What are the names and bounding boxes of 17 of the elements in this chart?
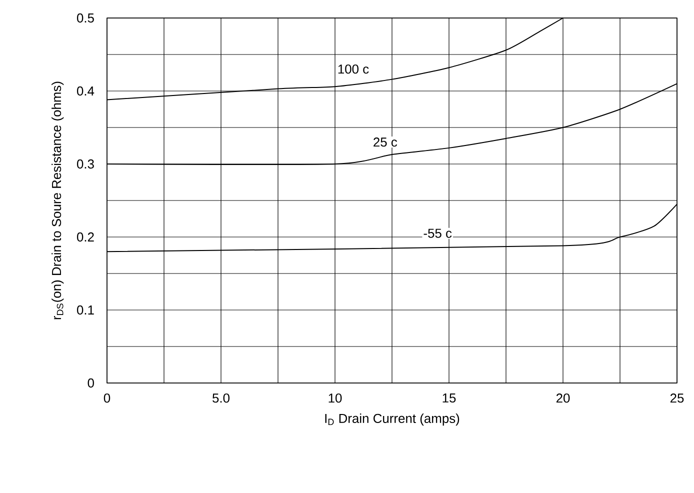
x-tick-label: 20 [556,394,570,403]
y-tick-label: 0 [88,378,94,388]
x-tick-label: 25 [670,394,684,403]
y-axis-title: r$_{DS}$(on) Drain to Soure Resistance (ohms) [52,82,64,320]
annotation: -55 c [424,228,452,238]
y-tick-label: 0.2 [76,232,94,242]
y-tick-label: 0.3 [76,159,94,169]
x-axis-title: I$_{D}$ Drain Current (amps) [325,414,460,426]
x-tick-label: 0 [104,394,110,403]
x-tick-label: 10 [328,394,342,403]
x-tick-label: 15 [442,394,456,403]
y-tick-label: 0.5 [76,13,94,23]
y-tick-label: 0.4 [76,86,94,96]
annotation: 100 c [338,64,369,74]
x-tick-label: 5.0 [212,394,230,403]
annotation: 25 c [374,138,398,147]
y-tick-label: 0.1 [76,305,94,315]
